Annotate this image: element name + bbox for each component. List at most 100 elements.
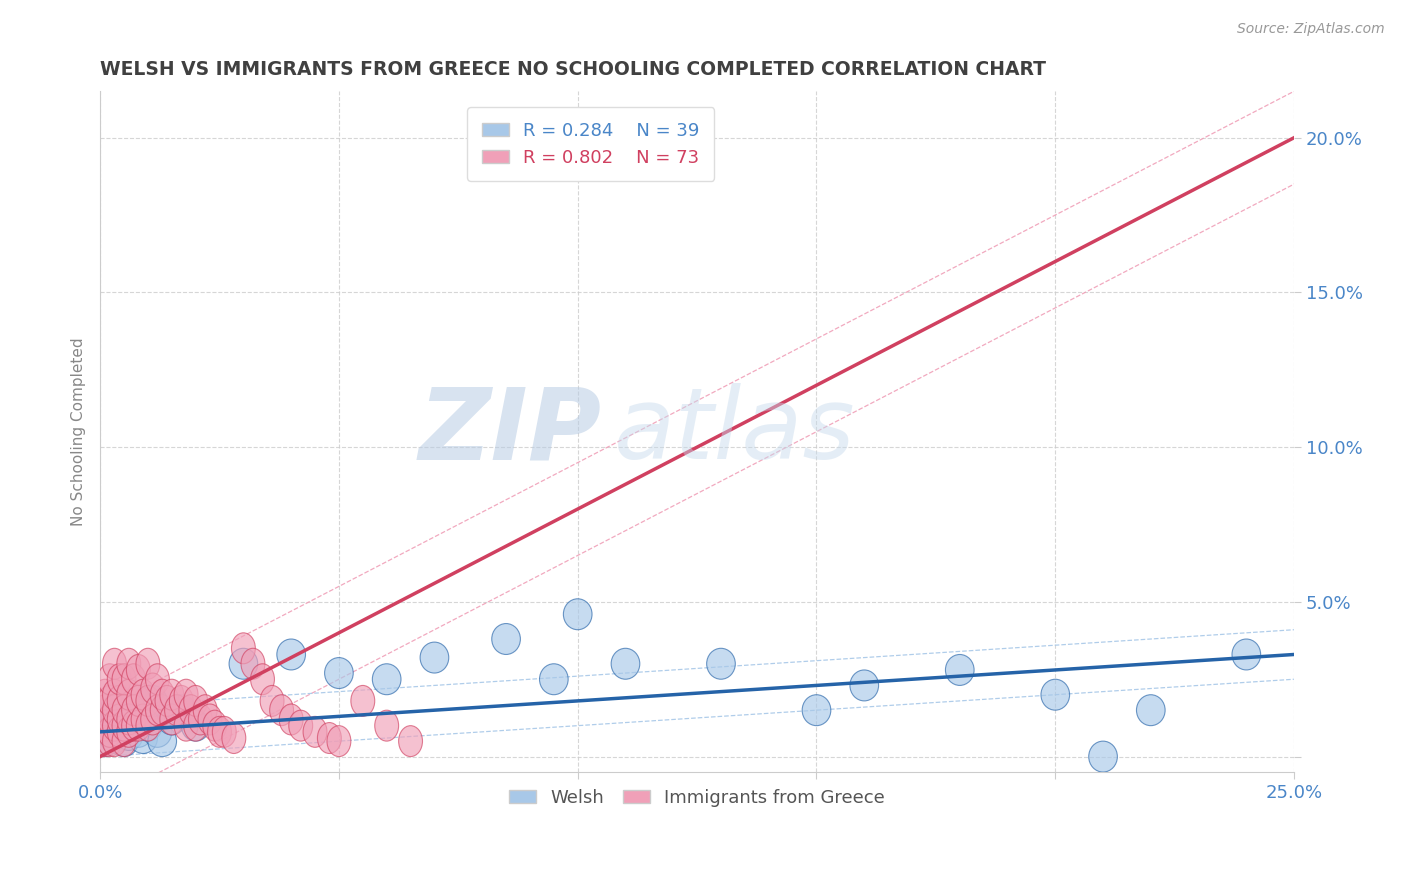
Ellipse shape <box>540 664 568 695</box>
Ellipse shape <box>375 710 399 741</box>
Text: Source: ZipAtlas.com: Source: ZipAtlas.com <box>1237 22 1385 37</box>
Ellipse shape <box>232 632 256 664</box>
Ellipse shape <box>103 726 127 756</box>
Ellipse shape <box>707 648 735 679</box>
Ellipse shape <box>114 704 143 735</box>
Ellipse shape <box>100 695 129 726</box>
Ellipse shape <box>93 695 117 726</box>
Ellipse shape <box>93 726 117 756</box>
Ellipse shape <box>1136 695 1166 726</box>
Ellipse shape <box>100 710 129 741</box>
Ellipse shape <box>270 695 294 726</box>
Ellipse shape <box>98 704 122 735</box>
Ellipse shape <box>188 704 212 735</box>
Ellipse shape <box>117 704 141 735</box>
Ellipse shape <box>174 679 198 710</box>
Ellipse shape <box>849 670 879 701</box>
Ellipse shape <box>145 695 169 726</box>
Ellipse shape <box>352 685 375 716</box>
Ellipse shape <box>98 685 122 716</box>
Ellipse shape <box>127 710 150 741</box>
Ellipse shape <box>150 679 174 710</box>
Ellipse shape <box>100 723 129 754</box>
Ellipse shape <box>174 710 198 741</box>
Ellipse shape <box>114 720 143 750</box>
Ellipse shape <box>169 685 193 716</box>
Ellipse shape <box>110 710 138 741</box>
Ellipse shape <box>98 664 122 695</box>
Ellipse shape <box>103 679 127 710</box>
Ellipse shape <box>105 716 134 747</box>
Ellipse shape <box>110 726 138 756</box>
Ellipse shape <box>1040 679 1070 710</box>
Ellipse shape <box>103 710 127 741</box>
Ellipse shape <box>612 648 640 679</box>
Ellipse shape <box>184 710 208 741</box>
Ellipse shape <box>112 664 136 695</box>
Ellipse shape <box>122 664 145 695</box>
Ellipse shape <box>492 624 520 655</box>
Ellipse shape <box>129 723 157 754</box>
Y-axis label: No Schooling Completed: No Schooling Completed <box>72 337 86 526</box>
Ellipse shape <box>127 685 150 716</box>
Ellipse shape <box>107 685 131 716</box>
Ellipse shape <box>127 655 150 685</box>
Ellipse shape <box>304 716 328 747</box>
Ellipse shape <box>184 685 208 716</box>
Ellipse shape <box>98 726 122 756</box>
Ellipse shape <box>280 704 304 735</box>
Ellipse shape <box>945 655 974 685</box>
Ellipse shape <box>157 704 186 735</box>
Ellipse shape <box>399 726 422 756</box>
Ellipse shape <box>136 710 160 741</box>
Ellipse shape <box>107 664 131 695</box>
Ellipse shape <box>90 726 120 756</box>
Ellipse shape <box>124 716 153 747</box>
Ellipse shape <box>160 679 184 710</box>
Ellipse shape <box>134 710 162 741</box>
Ellipse shape <box>138 685 167 716</box>
Ellipse shape <box>112 710 136 741</box>
Ellipse shape <box>167 695 195 726</box>
Ellipse shape <box>103 648 127 679</box>
Ellipse shape <box>288 710 312 741</box>
Ellipse shape <box>250 664 274 695</box>
Text: ZIP: ZIP <box>419 384 602 480</box>
Ellipse shape <box>117 679 141 710</box>
Ellipse shape <box>122 710 145 741</box>
Ellipse shape <box>93 710 117 741</box>
Ellipse shape <box>117 716 141 747</box>
Ellipse shape <box>120 710 148 741</box>
Ellipse shape <box>160 704 184 735</box>
Ellipse shape <box>136 685 160 716</box>
Ellipse shape <box>229 648 257 679</box>
Ellipse shape <box>181 710 209 741</box>
Ellipse shape <box>131 679 155 710</box>
Ellipse shape <box>107 716 131 747</box>
Ellipse shape <box>105 704 134 735</box>
Ellipse shape <box>112 695 136 726</box>
Ellipse shape <box>277 639 305 670</box>
Ellipse shape <box>96 704 124 735</box>
Ellipse shape <box>198 704 222 735</box>
Ellipse shape <box>150 695 174 726</box>
Ellipse shape <box>260 685 284 716</box>
Ellipse shape <box>165 695 188 726</box>
Ellipse shape <box>112 726 136 756</box>
Ellipse shape <box>103 695 127 726</box>
Ellipse shape <box>328 726 352 756</box>
Ellipse shape <box>325 657 353 689</box>
Ellipse shape <box>148 726 177 756</box>
Ellipse shape <box>98 716 122 747</box>
Ellipse shape <box>208 716 232 747</box>
Ellipse shape <box>122 695 145 726</box>
Ellipse shape <box>202 710 226 741</box>
Ellipse shape <box>564 599 592 630</box>
Ellipse shape <box>1088 741 1118 772</box>
Ellipse shape <box>117 648 141 679</box>
Ellipse shape <box>193 695 217 726</box>
Ellipse shape <box>107 704 131 735</box>
Text: atlas: atlas <box>613 384 855 480</box>
Ellipse shape <box>141 673 165 704</box>
Ellipse shape <box>420 642 449 673</box>
